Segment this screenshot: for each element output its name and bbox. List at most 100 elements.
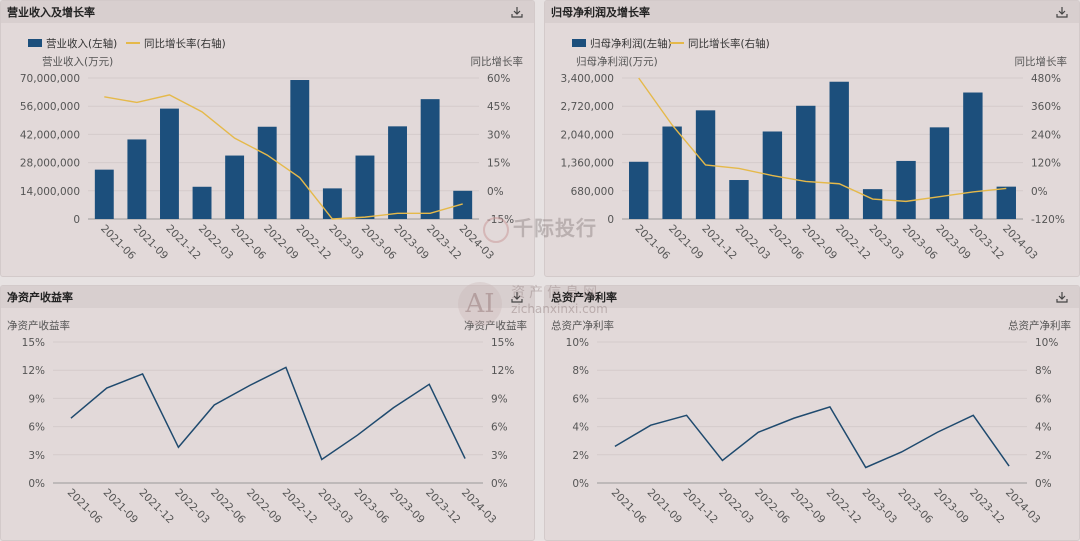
legend-label-line: 同比增长率(右轴) — [144, 37, 226, 50]
x-tick-label: 2024-03 — [457, 223, 497, 263]
x-tick-label: 2022-09 — [788, 487, 828, 527]
bar — [420, 99, 440, 219]
bar — [453, 190, 473, 219]
roa-panel: 总资产净利率 10% 10% 8% 8% 6% 6% 4% 4% 2% 2% 0% 0% 总资产净利率总… — [544, 285, 1080, 541]
x-tick-label: 2022-03 — [733, 223, 773, 263]
series-line — [614, 405, 1010, 469]
legend-label-bar: 营业收入(左轴) — [46, 37, 117, 50]
y-tick-label-right: 30% — [487, 129, 510, 141]
y-tick-label-left: 70,000,000 — [20, 73, 80, 85]
x-tick-label: 2023-09 — [931, 487, 971, 527]
x-tick-label: 2021-09 — [666, 223, 706, 263]
download-icon[interactable] — [510, 5, 524, 19]
x-tick-label: 2024-03 — [1000, 223, 1040, 263]
bar — [996, 186, 1016, 219]
y-tick-label-left: 0% — [572, 478, 589, 490]
y-tick-label-right: 8% — [1035, 365, 1052, 377]
x-tick-label: 2023-12 — [967, 487, 1007, 527]
y-tick-label-left: 15% — [22, 337, 45, 349]
x-tick-label: 2023-03 — [867, 223, 907, 263]
y-tick-label-left: 6% — [572, 393, 589, 405]
y-tick-label-right: 0% — [1031, 186, 1048, 198]
download-icon[interactable] — [1055, 290, 1069, 304]
series-line — [70, 366, 466, 461]
bar — [388, 126, 407, 219]
bar — [322, 188, 342, 219]
y-tick-label-right: 0% — [487, 186, 504, 198]
panel-header — [545, 1, 1079, 23]
x-tick-label: 2023-12 — [423, 487, 463, 527]
legend-swatch-bar — [572, 39, 586, 47]
bar — [127, 139, 147, 219]
y-tick-label-left: 0% — [28, 478, 45, 490]
x-tick-label: 2022-12 — [294, 223, 334, 263]
bar — [160, 108, 179, 219]
y-tick-label-left: 0 — [73, 214, 80, 226]
panel-title: 总资产净利率 — [551, 291, 617, 304]
y-tick-label-right: 10% — [1035, 337, 1058, 349]
y-tick-label-left: 14,000,000 — [20, 186, 80, 198]
x-tick-label: 2023-09 — [391, 223, 431, 263]
y-tick-label-left: 3,400,000 — [561, 73, 614, 85]
y-tick-label-right: 120% — [1031, 158, 1061, 170]
x-tick-label: 2023-09 — [933, 223, 973, 263]
y-tick-label-right: -120% — [1031, 214, 1065, 226]
y-tick-label-left: 2,040,000 — [561, 129, 614, 141]
y-tick-label-left: 6% — [28, 422, 45, 434]
panel-header — [1, 286, 534, 308]
roe-chart: 15% 15% 12% 12% 9% 9% 6% 6% 3% 3% 0% 0% 净资产收益率 净资产收益率… — [7, 319, 527, 527]
x-tick-label: 2021-09 — [645, 487, 685, 527]
download-icon[interactable] — [1055, 5, 1069, 19]
revenue-chart: 70,000,000 60% 56,000,000 45% 42,000,000 30% 2… — [20, 37, 524, 263]
x-tick-label: 2022-03 — [172, 487, 212, 527]
panel-title: 归母净利润及增长率 — [551, 6, 650, 19]
y-axis-title-right: 总资产净利率 — [1008, 319, 1071, 332]
panel-title: 净资产收益率 — [7, 291, 73, 304]
y-tick-label-right: 3% — [491, 450, 508, 462]
y-tick-label-left: 4% — [572, 422, 589, 434]
bar — [355, 155, 375, 219]
revenue-panel: 营业收入及增长率 70,000,000 60% 56,000,000 45% 42,00… — [0, 0, 535, 277]
y-tick-label-right: 15% — [491, 337, 514, 349]
y-tick-label-right: 0% — [491, 478, 508, 490]
x-tick-label: 2021-12 — [136, 487, 176, 527]
y-tick-label-left: 9% — [28, 393, 45, 405]
x-tick-label: 2023-03 — [316, 487, 356, 527]
roe-panel: 净资产收益率 15% 15% 12% 12% 9% 9% 6% 6% 3% 3% 0% 0% 净资产收益… — [0, 285, 535, 541]
download-icon[interactable] — [510, 290, 524, 304]
y-axis-title-right: 同比增长率 — [471, 55, 524, 68]
y-tick-label-right: 240% — [1031, 129, 1061, 141]
y-tick-label-left: 10% — [566, 337, 589, 349]
y-tick-label-left: 8% — [572, 365, 589, 377]
x-tick-label: 2022-06 — [766, 223, 806, 263]
y-tick-label-left: 42,000,000 — [20, 129, 80, 141]
growth-line — [638, 77, 1007, 203]
x-tick-label: 2022-03 — [196, 223, 236, 263]
x-tick-label: 2021-09 — [131, 223, 171, 263]
legend-label-bar: 归母净利润(左轴) — [590, 37, 672, 50]
x-tick-label: 2021-12 — [163, 223, 203, 263]
y-tick-label-left: 28,000,000 — [20, 158, 80, 170]
y-tick-label-left: 2% — [572, 450, 589, 462]
x-tick-label: 2022-12 — [824, 487, 864, 527]
x-tick-label: 2021-06 — [633, 223, 673, 263]
x-tick-label: 2022-12 — [833, 223, 873, 263]
roa-chart: 10% 10% 8% 8% 6% 6% 4% 4% 2% 2% 0% 0% 总资产净利率 总资产净利率 20… — [551, 319, 1071, 527]
y-tick-label-right: 480% — [1031, 73, 1061, 85]
x-tick-label: 2023-09 — [387, 487, 427, 527]
y-tick-label-right: 6% — [1035, 393, 1052, 405]
x-tick-label: 2022-03 — [716, 487, 756, 527]
bar — [963, 92, 983, 219]
x-tick-label: 2023-12 — [424, 223, 464, 263]
bar — [192, 186, 212, 219]
bar — [257, 126, 277, 219]
net-profit-chart: 3,400,000 480% 2,720,000 360% 2,040,000 240% 1… — [561, 37, 1067, 263]
x-tick-label: 2022-09 — [800, 223, 840, 263]
x-tick-label: 2021-06 — [609, 487, 649, 527]
bar — [929, 127, 950, 219]
bar — [796, 105, 816, 219]
y-axis-title-left: 归母净利润(万元) — [576, 55, 658, 68]
bar — [896, 160, 916, 219]
y-tick-label-right: 6% — [491, 422, 508, 434]
y-tick-label-left: 3% — [28, 450, 45, 462]
